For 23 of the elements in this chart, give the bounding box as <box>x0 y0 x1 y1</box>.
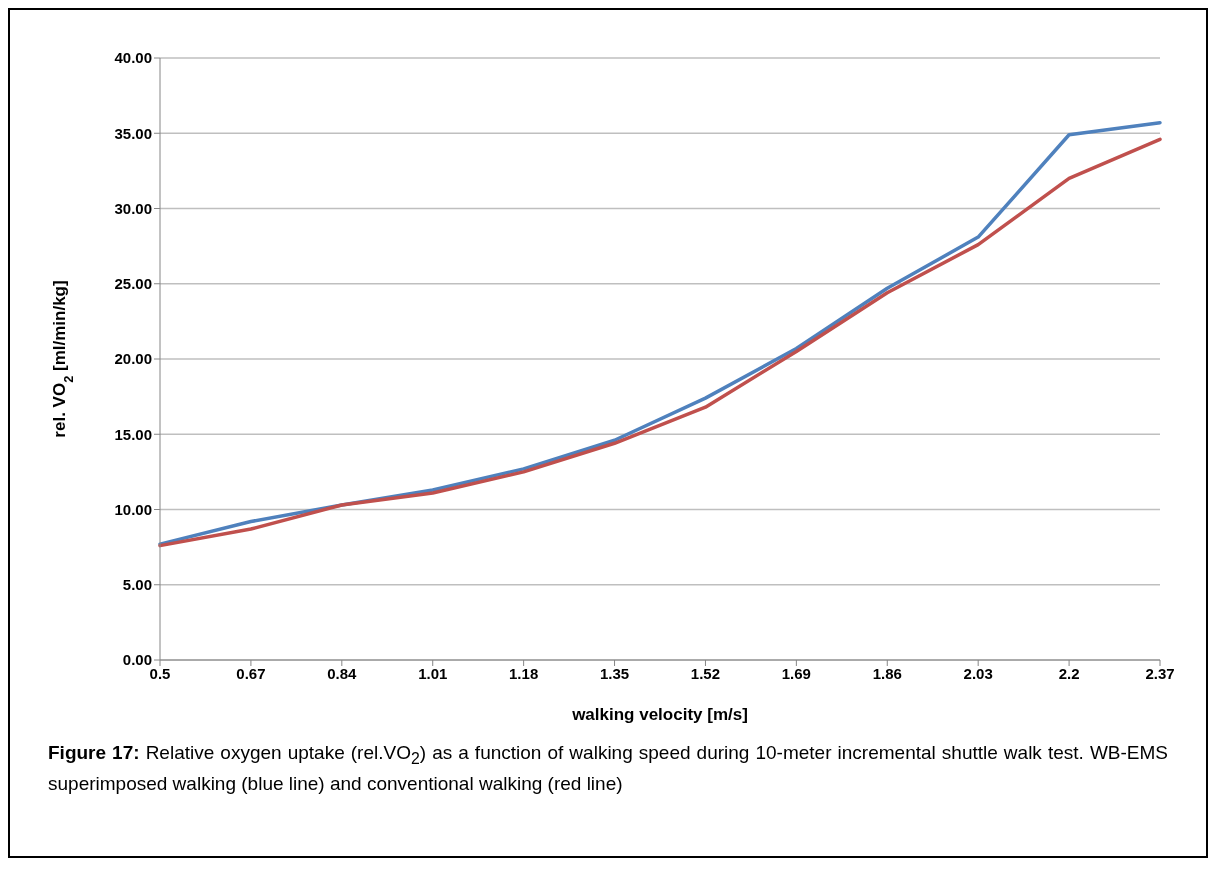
x-tick-label: 1.52 <box>690 664 721 682</box>
x-tick-label: 2.37 <box>1145 664 1175 682</box>
y-tick-label: 35.00 <box>114 124 152 142</box>
x-tick-label: 1.86 <box>872 664 902 682</box>
y-tick-label: 5.00 <box>122 576 152 594</box>
x-tick-label: 0.84 <box>327 664 358 682</box>
x-tick-label: 1.35 <box>599 664 630 682</box>
y-tick-label: 0.00 <box>122 651 152 669</box>
y-tick-label: 40.00 <box>114 49 152 67</box>
x-tick-label: 0.5 <box>149 664 171 682</box>
y-tick-label: 10.00 <box>114 500 152 518</box>
caption: Figure 17: Relative oxygen uptake (rel.VO$_{2}$) as a function of walking speed during 10-meter incremental shuttle walk test. WB-EMS superimposed walking (blue line) and conventional walking (red line) <box>48 742 1168 794</box>
x-tick-label: 2.03 <box>963 664 993 682</box>
y-tick-label: 25.00 <box>114 275 152 293</box>
x-tick-label: 1.69 <box>781 664 811 682</box>
x-tick-label: 0.67 <box>236 664 266 682</box>
x-tick-label: 2.2 <box>1058 664 1080 682</box>
y-tick-label: 15.00 <box>114 425 152 443</box>
y-tick-label: 20.00 <box>114 350 152 368</box>
x-tick-label: 1.18 <box>509 664 539 682</box>
y-tick-label: 30.00 <box>114 199 152 217</box>
x-tick-label: 1.01 <box>418 664 448 682</box>
x-axis-title: walking velocity [m/s] <box>571 705 748 724</box>
